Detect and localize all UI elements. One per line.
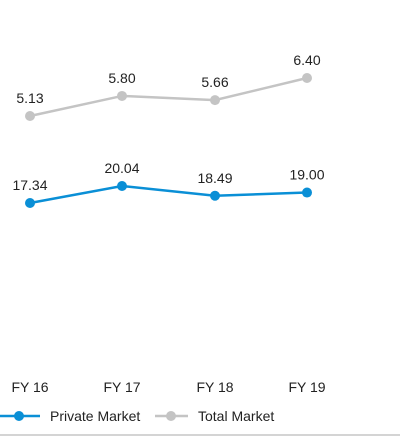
private-market-line xyxy=(29,184,308,205)
private-market-series: 17.34 20.04 18.49 19.00 xyxy=(12,160,325,208)
total-market-line xyxy=(29,76,308,118)
x-tick-label-fy19: FY 19 xyxy=(288,379,325,395)
total-market-point-fy18 xyxy=(210,95,220,106)
private-market-value-label-fy18: 18.49 xyxy=(197,170,232,186)
total-market-value-label-fy16: 5.13 xyxy=(16,90,43,106)
legend-label-total-market: Total Market xyxy=(198,408,274,424)
legend-label-private-market: Private Market xyxy=(50,408,140,424)
private-market-value-label-fy16: 17.34 xyxy=(12,177,47,193)
x-axis-tick-labels: FY 16 FY 17 FY 18 FY 19 xyxy=(11,379,325,395)
legend: Private Market Total Market xyxy=(0,408,274,424)
total-market-point-fy17 xyxy=(117,90,127,101)
total-market-point-fy19 xyxy=(302,73,312,83)
total-market-value-label-fy18: 5.66 xyxy=(201,74,228,90)
total-market-point-fy16 xyxy=(25,111,35,121)
x-tick-label-fy18: FY 18 xyxy=(196,379,233,395)
total-market-value-label-fy19: 6.40 xyxy=(293,52,320,68)
private-market-point-fy19 xyxy=(302,187,312,198)
private-market-point-fy16 xyxy=(25,198,35,208)
legend-marker-total-market xyxy=(166,411,176,421)
total-market-series: 5.13 5.80 5.66 6.40 xyxy=(16,52,321,121)
x-tick-label-fy16: FY 16 xyxy=(11,379,48,395)
private-market-point-fy18 xyxy=(210,190,220,201)
private-market-point-fy17 xyxy=(117,181,127,191)
total-market-value-label-fy17: 5.80 xyxy=(108,70,135,86)
private-market-value-label-fy17: 20.04 xyxy=(104,160,139,176)
legend-marker-private-market xyxy=(14,411,24,421)
x-tick-label-fy17: FY 17 xyxy=(103,379,140,395)
private-market-value-label-fy19: 19.00 xyxy=(289,167,324,183)
